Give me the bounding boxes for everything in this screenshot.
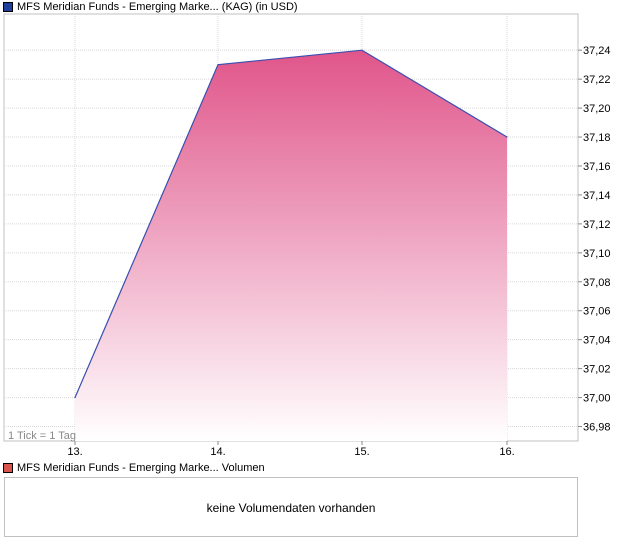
data-point [74,397,75,398]
y-tick-label: 37,18 [583,132,611,144]
y-tick-label: 37,04 [583,335,611,347]
y-tick-label: 37,00 [583,393,611,405]
volume-panel: keine Volumendaten vorhanden [4,477,578,537]
y-tick-label: 37,14 [583,190,611,202]
volume-empty-message: keine Volumendaten vorhanden [5,501,577,515]
data-point [506,136,507,137]
x-tick-label: 14. [210,446,225,458]
y-tick-label: 37,22 [583,74,611,86]
volume-legend-label: MFS Meridian Funds - Emerging Marke... V… [17,462,265,474]
tick-note: 1 Tick = 1 Tag [8,430,76,442]
volume-legend-swatch [3,463,13,473]
y-tick-label: 37,16 [583,161,611,173]
x-tick-label: 16. [499,446,514,458]
y-tick-label: 37,20 [583,103,611,115]
x-tick-label: 13. [67,446,82,458]
y-tick-label: 37,10 [583,248,611,260]
y-axis: 36,98 37,00 37,02 37,04 37,06 37,08 37,10 37,12… [578,45,611,433]
data-point [361,50,362,51]
y-tick-label: 37,08 [583,277,611,289]
y-tick-label: 37,12 [583,219,611,231]
data-point [217,64,218,65]
x-axis: 13. 14. 15. 16. [67,441,514,458]
y-tick-label: 37,02 [583,364,611,376]
y-tick-label: 37,24 [583,45,611,57]
price-chart: 36,98 37,00 37,02 37,04 37,06 37,08 37,10 37,12… [0,0,620,460]
y-tick-label: 36,98 [583,422,611,434]
y-tick-label: 37,06 [583,306,611,318]
x-tick-label: 15. [354,446,369,458]
volume-legend: MFS Meridian Funds - Emerging Marke... V… [3,461,265,475]
